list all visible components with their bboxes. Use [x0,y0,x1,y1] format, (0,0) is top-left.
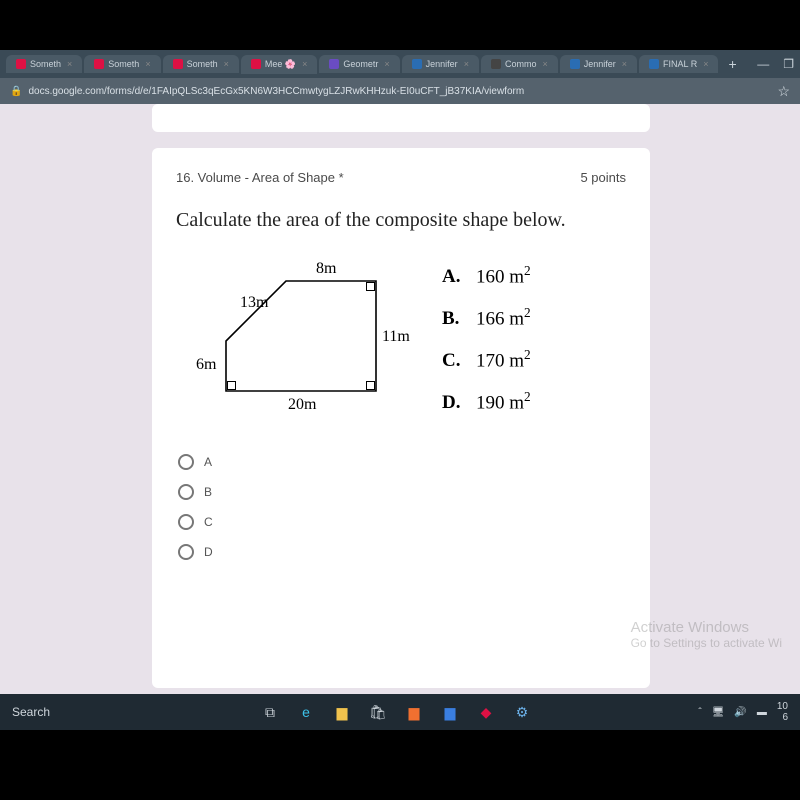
clock[interactable]: 10 6 [777,701,788,723]
store-icon[interactable]: 🛍 [368,702,388,722]
label-right: 11m [382,328,410,346]
task-view-icon[interactable]: ⧉ [260,702,280,722]
network-icon[interactable]: 🖥 [712,707,725,718]
close-icon[interactable]: × [703,59,708,69]
close-icon[interactable]: × [384,59,389,69]
photos-icon[interactable]: ▆ [440,702,460,722]
right-angle-icon [366,282,375,291]
choice-b: B.166 m2 [442,298,531,340]
tab-7[interactable]: Commo× [481,55,558,73]
close-icon[interactable]: × [67,59,72,69]
mail-icon[interactable]: ▆ [404,702,424,722]
right-angle-icon [366,381,375,390]
radio-c[interactable]: C [178,514,626,530]
radio-d[interactable]: D [178,544,626,560]
right-angle-icon [227,381,236,390]
tab-1[interactable]: Someth× [6,55,82,73]
question-prompt: Calculate the area of the composite shap… [176,209,626,232]
tab-8[interactable]: Jennifer× [560,55,637,73]
points-label: 5 points [580,170,626,185]
new-tab-button[interactable]: + [720,56,744,72]
question-title: 16. Volume - Area of Shape * [176,170,344,185]
radio-b[interactable]: B [178,484,626,500]
address-bar[interactable]: 🔒 docs.google.com/forms/d/e/1FAIpQLSc3qE… [0,78,800,104]
choice-d: D.190 m2 [442,382,531,424]
composite-shape-figure: 8m 13m 11m 6m 20m [206,256,406,426]
question-card: 16. Volume - Area of Shape * 5 points Ca… [152,148,650,688]
window-controls: — ❐ [757,50,794,78]
bookmark-star-icon[interactable]: ☆ [777,83,790,100]
tab-3[interactable]: Someth× [163,55,239,73]
taskbar-search[interactable]: Search [12,705,50,719]
taskbar: Search ⧉ e ▆ 🛍 ▆ ▆ ◆ ⚙ ˆ 🖥 🔊 ▬ 10 6 [0,694,800,730]
system-tray: ˆ 🖥 🔊 ▬ 10 6 [698,701,788,723]
close-icon[interactable]: × [622,59,627,69]
tab-2[interactable]: Someth× [84,55,160,73]
tab-5[interactable]: Geometr× [319,55,399,73]
activate-windows-watermark: Activate Windows Go to Settings to activ… [631,619,782,650]
page-content: 16. Volume - Area of Shape * 5 points Ca… [0,104,800,730]
close-icon[interactable]: × [464,59,469,69]
label-slant: 13m [240,294,268,312]
minimize-icon[interactable]: — [757,57,769,71]
tab-bar: Someth× Someth× Someth× Mee 🌸× Geometr× … [0,50,800,78]
close-icon[interactable]: × [302,59,307,69]
lock-icon: 🔒 [10,86,22,97]
url-text: docs.google.com/forms/d/e/1FAIpQLSc3qEcG… [28,86,524,97]
label-top: 8m [316,260,336,278]
taskbar-apps: ⧉ e ▆ 🛍 ▆ ▆ ◆ ⚙ [260,702,532,722]
restore-icon[interactable]: ❐ [783,57,794,71]
volume-icon[interactable]: 🔊 [734,707,746,718]
tab-4[interactable]: Mee 🌸× [241,55,317,74]
label-left: 6m [196,356,216,374]
previous-card-fragment [152,104,650,132]
browser-window: Someth× Someth× Someth× Mee 🌸× Geometr× … [0,50,800,730]
radio-group: A B C D [176,454,626,560]
tab-6[interactable]: Jennifer× [402,55,479,73]
folder-icon[interactable]: ▆ [332,702,352,722]
close-icon[interactable]: × [145,59,150,69]
tab-9[interactable]: FINAL R× [639,55,718,73]
edge-icon[interactable]: e [296,702,316,722]
answer-choices: A.160 m2 B.166 m2 C.170 m2 D.190 m2 [442,256,531,425]
choice-a: A.160 m2 [442,256,531,298]
close-icon[interactable]: × [542,59,547,69]
settings-icon[interactable]: ⚙ [512,702,532,722]
label-bottom: 20m [288,396,316,414]
tray-up-icon[interactable]: ˆ [698,707,701,718]
choice-c: C.170 m2 [442,340,531,382]
battery-icon[interactable]: ▬ [757,707,767,718]
radio-a[interactable]: A [178,454,626,470]
app-icon[interactable]: ◆ [476,702,496,722]
close-icon[interactable]: × [224,59,229,69]
